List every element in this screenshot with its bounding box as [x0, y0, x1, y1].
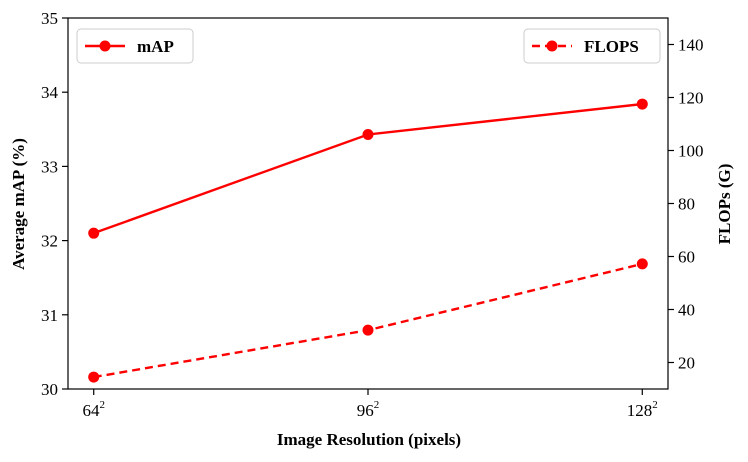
legend-flops: FLOPS — [523, 28, 661, 64]
data-point-flops — [636, 258, 648, 270]
data-point-flops — [362, 324, 374, 336]
right-y-axis: 20 40 60 80 100 120 140 — [668, 36, 704, 373]
y-tick-label: 34 — [41, 83, 59, 102]
y-tick-label: 32 — [41, 232, 58, 251]
data-point-map — [362, 128, 374, 140]
y2-tick-label: 60 — [678, 248, 695, 267]
y2-axis-label: FLOPs (G) — [715, 164, 734, 245]
legend-label: FLOPS — [584, 37, 639, 56]
legend-map: mAP — [76, 28, 194, 64]
y-tick-label: 33 — [41, 157, 58, 176]
y-axis-label: Average mAP (%) — [9, 138, 28, 270]
left-y-axis: 30 31 32 33 34 35 — [41, 9, 68, 399]
x-tick-label: 962 — [357, 399, 380, 420]
y2-tick-label: 40 — [678, 301, 695, 320]
y2-tick-label: 20 — [678, 354, 695, 373]
x-axis: 642 962 1282 — [82, 389, 658, 420]
series-line-map — [93, 102, 643, 235]
x-tick-label: 1282 — [627, 399, 658, 420]
y2-tick-label: 120 — [678, 89, 704, 108]
legend-marker — [546, 40, 558, 52]
legend-box — [523, 28, 661, 64]
y2-tick-label: 140 — [678, 36, 704, 55]
legend-box — [76, 28, 194, 64]
data-point-map — [88, 227, 100, 239]
series-line-flops — [93, 262, 643, 379]
y-tick-label: 31 — [41, 306, 58, 325]
legend-layer: mAP FLOPS — [76, 28, 661, 64]
y-tick-label: 30 — [41, 380, 58, 399]
y-tick-label: 35 — [41, 9, 58, 28]
series-layer — [88, 98, 648, 383]
y2-tick-label: 100 — [678, 142, 704, 161]
data-point-flops — [88, 371, 100, 383]
legend-label: mAP — [137, 37, 174, 56]
y2-tick-label: 80 — [678, 195, 695, 214]
data-point-map — [636, 98, 648, 110]
x-axis-label: Image Resolution (pixels) — [277, 430, 461, 449]
legend-marker — [99, 40, 111, 52]
x-tick-label: 642 — [82, 399, 105, 420]
